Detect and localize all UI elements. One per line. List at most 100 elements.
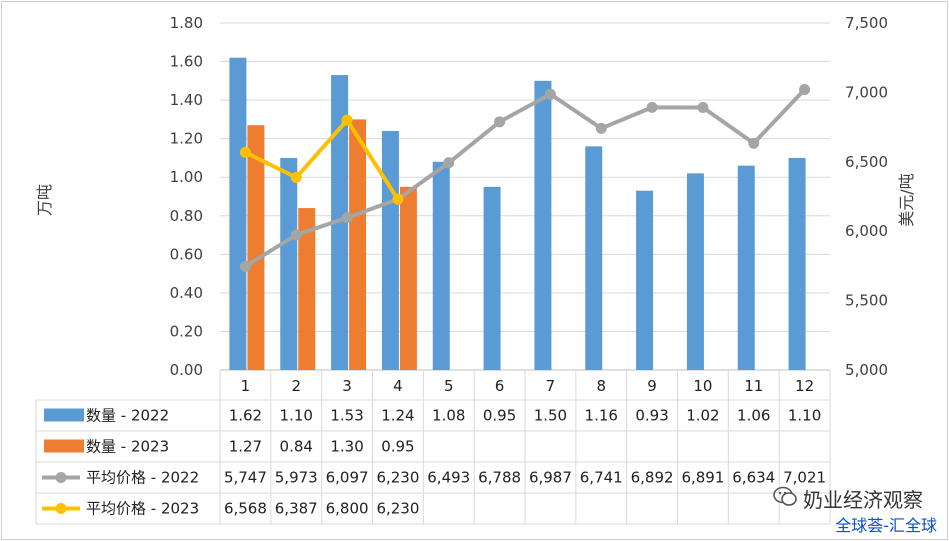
bar bbox=[298, 208, 316, 370]
bar bbox=[381, 130, 399, 370]
table-cell: 6,741 bbox=[580, 469, 623, 487]
table-cell: 1.10 bbox=[788, 407, 821, 425]
table-cell: 1.10 bbox=[280, 407, 313, 425]
table-cell: 1.16 bbox=[585, 407, 618, 425]
category-label: 1 bbox=[241, 377, 251, 395]
series-point bbox=[595, 122, 607, 134]
left-tick-label: 0.00 bbox=[170, 361, 203, 379]
series-point bbox=[697, 102, 709, 114]
bar bbox=[585, 146, 603, 370]
table-cell: 1.08 bbox=[432, 407, 465, 425]
table-cell: 0.93 bbox=[635, 407, 668, 425]
watermark-text: 奶业经济观察 bbox=[773, 484, 923, 513]
left-tick-label: 1.80 bbox=[170, 14, 203, 32]
category-label: 8 bbox=[596, 377, 606, 395]
series-point bbox=[392, 193, 404, 205]
table-cell: 0.95 bbox=[381, 438, 414, 456]
left-tick-label: 1.40 bbox=[170, 91, 203, 109]
bar bbox=[399, 186, 417, 370]
bar bbox=[229, 57, 247, 370]
left-tick-label: 0.20 bbox=[170, 322, 203, 340]
category-label: 2 bbox=[291, 377, 301, 395]
table-cell: 0.84 bbox=[280, 438, 313, 456]
left-tick-label: 1.20 bbox=[170, 130, 203, 148]
wechat-icon bbox=[773, 486, 797, 506]
bar bbox=[280, 157, 298, 370]
bar bbox=[737, 165, 755, 370]
table-cell: 1.62 bbox=[229, 407, 262, 425]
table-cell: 6,493 bbox=[427, 469, 470, 487]
series-point bbox=[544, 88, 556, 100]
left-tick-label: 0.40 bbox=[170, 284, 203, 302]
table-cell: 6,987 bbox=[529, 469, 572, 487]
legend-marker bbox=[55, 472, 67, 483]
table-cell: 5,747 bbox=[224, 469, 267, 487]
series-point bbox=[290, 229, 302, 241]
bar bbox=[483, 186, 501, 370]
bar bbox=[432, 161, 450, 370]
series-point bbox=[239, 146, 251, 158]
series-point bbox=[748, 137, 760, 149]
legend-swatch bbox=[44, 439, 84, 453]
series-line bbox=[244, 118, 400, 201]
category-label: 5 bbox=[444, 377, 454, 395]
right-tick-label: 6,500 bbox=[845, 153, 888, 171]
table-cell: 6,097 bbox=[326, 469, 369, 487]
bars bbox=[229, 57, 806, 371]
legend-label: 平均价格 - 2022 bbox=[86, 469, 199, 487]
series-point bbox=[646, 101, 658, 113]
table-cell: 6,568 bbox=[224, 500, 267, 518]
table-cell: 6,634 bbox=[732, 469, 775, 487]
table-cell: 6,230 bbox=[376, 500, 419, 518]
bar bbox=[686, 173, 704, 370]
category-label: 7 bbox=[546, 377, 556, 395]
table-cell: 6,800 bbox=[326, 500, 369, 518]
table-cell: 6,892 bbox=[631, 469, 674, 487]
right-tick-label: 5,500 bbox=[845, 292, 888, 310]
table-cell: 1.02 bbox=[686, 407, 719, 425]
right-tick-label: 6,000 bbox=[845, 222, 888, 240]
lines bbox=[239, 83, 811, 272]
category-label: 3 bbox=[342, 377, 352, 395]
right-tick-label: 7,000 bbox=[845, 83, 888, 101]
series-line bbox=[244, 88, 807, 269]
bar bbox=[636, 190, 654, 370]
table-cell: 0.95 bbox=[483, 407, 516, 425]
series-point bbox=[494, 116, 506, 128]
legend-label: 平均价格 - 2023 bbox=[86, 500, 199, 518]
legend-swatch bbox=[44, 408, 84, 422]
series-point bbox=[799, 83, 811, 95]
table-cell: 1.24 bbox=[381, 407, 414, 425]
series-point bbox=[443, 157, 455, 169]
legend-marker bbox=[55, 503, 67, 514]
category-label: 9 bbox=[647, 377, 657, 395]
right-axis-title: 美元/吨 bbox=[897, 173, 916, 226]
table-cell: 1.30 bbox=[330, 438, 363, 456]
left-tick-label: 0.80 bbox=[170, 207, 203, 225]
watermark-subtitle: 全球荟-汇全球 bbox=[835, 516, 937, 535]
bar bbox=[331, 75, 349, 371]
right-tick-label: 5,000 bbox=[845, 361, 888, 379]
table-cell: 1.50 bbox=[534, 407, 567, 425]
table-cell: 6,788 bbox=[478, 469, 521, 487]
table-cell: 1.53 bbox=[330, 407, 363, 425]
series-point bbox=[341, 212, 353, 224]
watermark-line1: 奶业经济观察 bbox=[803, 488, 923, 512]
table-cell: 5,973 bbox=[275, 469, 318, 487]
legend-label: 数量 - 2022 bbox=[86, 407, 169, 425]
bar bbox=[247, 125, 265, 370]
table-cell: 6,891 bbox=[681, 469, 724, 487]
bar bbox=[534, 80, 552, 370]
category-label: 11 bbox=[744, 377, 763, 395]
category-label: 10 bbox=[693, 377, 712, 395]
bar bbox=[788, 157, 806, 370]
left-axis-title: 万吨 bbox=[35, 184, 54, 216]
left-tick-label: 1.60 bbox=[170, 53, 203, 71]
category-label: 4 bbox=[393, 377, 403, 395]
right-tick-label: 7,500 bbox=[845, 14, 888, 32]
left-tick-label: 0.60 bbox=[170, 245, 203, 263]
series-point bbox=[239, 260, 251, 272]
left-tick-label: 1.00 bbox=[170, 168, 203, 186]
